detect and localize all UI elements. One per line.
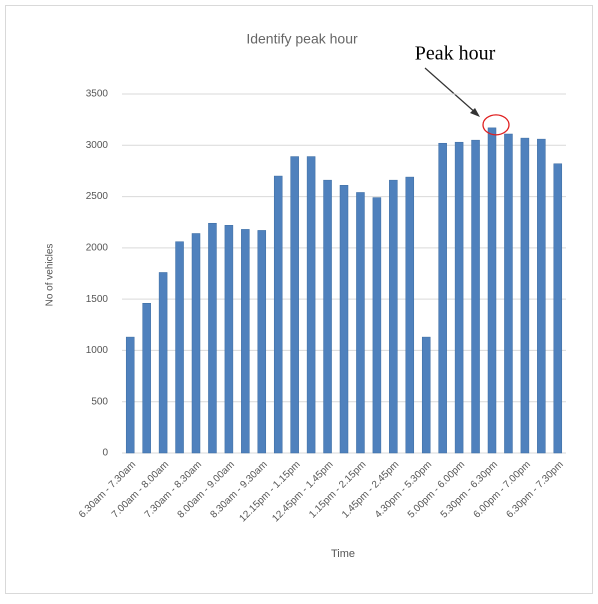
bar xyxy=(339,185,349,454)
bar xyxy=(241,229,250,454)
bar xyxy=(421,336,431,454)
bar xyxy=(175,241,184,454)
annotation-arrowhead xyxy=(470,108,480,117)
bar xyxy=(454,141,464,454)
y-tick-label: 2500 xyxy=(86,191,109,202)
bar xyxy=(389,179,398,454)
bar xyxy=(537,138,546,454)
y-tick-label: 500 xyxy=(91,396,108,407)
y-tick-label: 0 xyxy=(102,448,108,459)
y-tick-label: 3500 xyxy=(86,89,109,100)
bar xyxy=(208,222,217,454)
y-tick-label: 2000 xyxy=(86,242,109,253)
y-tick-label: 1000 xyxy=(86,345,109,356)
bar xyxy=(290,156,299,454)
annotation: Peak hour xyxy=(415,43,496,65)
y-tick-label: 1500 xyxy=(86,294,109,305)
bar xyxy=(323,179,332,454)
bar xyxy=(438,142,447,454)
bar xyxy=(553,163,563,454)
x-axis-label: Time xyxy=(331,548,355,560)
y-axis-label: No of vehicles xyxy=(45,244,56,307)
bar xyxy=(471,139,480,454)
bar xyxy=(257,230,267,454)
bar xyxy=(356,192,365,454)
peak-circle xyxy=(482,114,510,136)
bar xyxy=(306,156,316,454)
bar xyxy=(191,233,201,454)
bar xyxy=(405,176,415,454)
bar xyxy=(125,336,135,454)
bar xyxy=(142,302,151,454)
bar xyxy=(504,133,513,454)
bar xyxy=(520,137,530,454)
y-tick-label: 3000 xyxy=(86,140,109,151)
bar xyxy=(273,175,283,454)
bar xyxy=(158,272,168,454)
chart-title: Identify peak hour xyxy=(246,31,358,47)
bar xyxy=(487,127,497,454)
annotation-arrow xyxy=(424,67,478,115)
bar xyxy=(224,225,234,454)
bar xyxy=(372,197,382,454)
